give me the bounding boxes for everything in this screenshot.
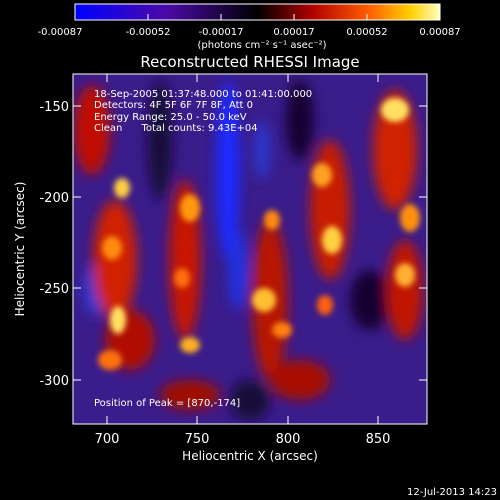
x-tick-label: 700 <box>95 432 120 447</box>
y-tick-label: -150 <box>39 100 69 115</box>
colorbar-unit-label: (photons cm⁻² s⁻¹ asec⁻²) <box>197 40 326 51</box>
rhessi-image <box>73 74 427 424</box>
colorbar-ticks <box>74 14 441 20</box>
colorbar-tick-label: -0.00017 <box>199 27 244 38</box>
info-peak-position: Position of Peak = [870,-174] <box>94 398 241 409</box>
x-axis-ticks <box>106 74 379 424</box>
x-tick-label: 800 <box>276 432 301 447</box>
plot-frame <box>72 73 428 425</box>
info-time-range: 18-Sep-2005 01:37:48.000 to 01:41:00.000 <box>94 89 313 100</box>
y-tick-label: -300 <box>39 374 69 389</box>
plot-title: Reconstructed RHESSI Image <box>140 53 359 71</box>
colorbar-tick-label: 0.00052 <box>346 27 387 38</box>
plot-timestamp: 12-Jul-2013 14:23 <box>407 487 497 498</box>
x-tick-label: 750 <box>185 432 210 447</box>
x-axis-label: Heliocentric X (arcsec) <box>182 449 318 463</box>
info-detectors: Detectors: 4F 5F 6F 7F 8F, Att 0 <box>94 100 254 111</box>
y-axis-label: Heliocentric Y (arcsec) <box>13 182 27 317</box>
colorbar-tick-label: -0.00052 <box>126 27 171 38</box>
colorbar-tick-label: -0.00087 <box>38 27 83 38</box>
y-axis-ticks <box>73 105 427 381</box>
colorbar-tick-label: 0.00017 <box>273 27 314 38</box>
y-tick-label: -200 <box>39 191 69 206</box>
info-algorithm-counts: Clean Total counts: 9.43E+04 <box>94 123 258 134</box>
info-energy-range: Energy Range: 25.0 - 50.0 keV <box>94 112 247 123</box>
colorbar <box>74 3 441 21</box>
x-tick-label: 850 <box>366 432 391 447</box>
colorbar-tick-label: 0.00087 <box>419 27 460 38</box>
y-tick-label: -250 <box>39 282 69 297</box>
